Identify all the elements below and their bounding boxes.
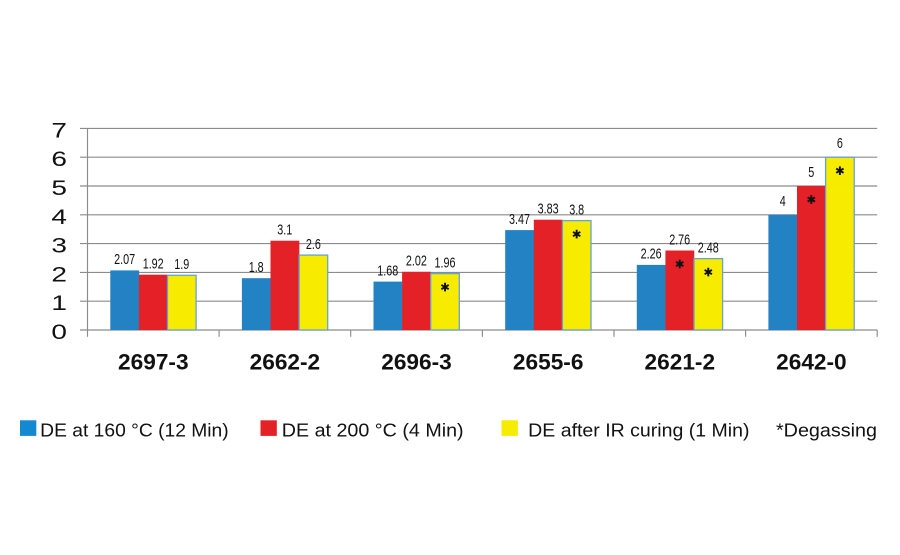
svg-text:7: 7 <box>51 118 67 142</box>
svg-text:5: 5 <box>808 164 814 181</box>
svg-text:2642-0: 2642-0 <box>776 350 847 375</box>
svg-text:2697-3: 2697-3 <box>118 350 189 375</box>
svg-text:2621-2: 2621-2 <box>645 350 716 375</box>
svg-text:4: 4 <box>780 193 786 210</box>
svg-text:0: 0 <box>51 320 67 344</box>
svg-text:1.92: 1.92 <box>143 256 164 273</box>
svg-text:3.1: 3.1 <box>277 222 292 239</box>
svg-text:2662-2: 2662-2 <box>250 350 321 375</box>
svg-text:1.96: 1.96 <box>435 254 456 271</box>
svg-text:3: 3 <box>51 234 67 258</box>
svg-text:1: 1 <box>51 291 67 315</box>
svg-text:2: 2 <box>51 262 67 286</box>
svg-text:3.8: 3.8 <box>569 201 584 218</box>
svg-text:2.07: 2.07 <box>114 251 135 268</box>
svg-text:DE at 200 °C (4 Min): DE at 200 °C (4 Min) <box>282 420 464 441</box>
svg-text:2655-6: 2655-6 <box>513 350 584 375</box>
svg-text:DE after IR curing (1 Min): DE after IR curing (1 Min) <box>528 420 749 441</box>
svg-text:DE at 160 °C (12 Min): DE at 160 °C (12 Min) <box>40 420 229 441</box>
svg-text:3.47: 3.47 <box>509 211 530 228</box>
svg-text:1.68: 1.68 <box>377 262 398 279</box>
svg-text:6: 6 <box>51 147 67 171</box>
svg-text:3.83: 3.83 <box>538 201 559 218</box>
svg-text:4: 4 <box>51 205 67 229</box>
svg-text:2696-3: 2696-3 <box>381 350 452 375</box>
svg-text:2.02: 2.02 <box>406 253 427 270</box>
svg-text:2.6: 2.6 <box>306 236 321 253</box>
svg-text:*Degassing: *Degassing <box>776 420 877 441</box>
svg-text:1.8: 1.8 <box>249 259 264 276</box>
svg-text:2.48: 2.48 <box>698 239 719 256</box>
svg-text:5: 5 <box>51 176 67 200</box>
svg-text:1.9: 1.9 <box>174 256 189 273</box>
svg-text:2.26: 2.26 <box>641 246 662 263</box>
svg-text:2.76: 2.76 <box>669 231 690 248</box>
svg-text:6: 6 <box>837 135 843 152</box>
